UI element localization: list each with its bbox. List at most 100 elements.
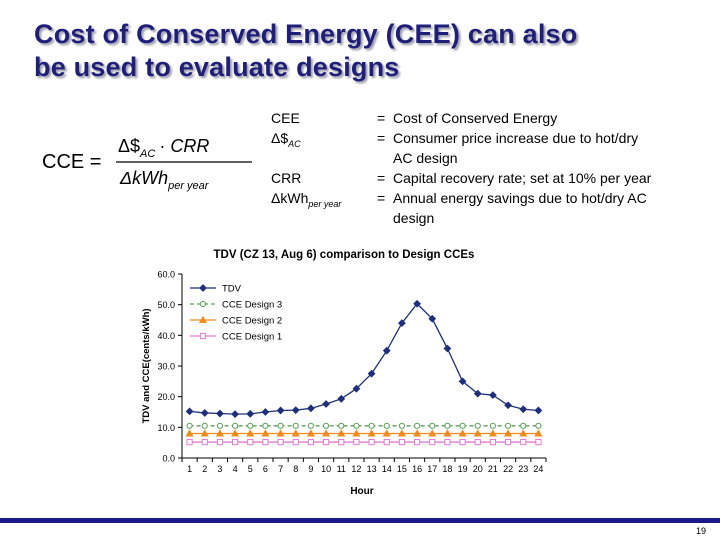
data-point-cce-design-1 [459,438,466,446]
x-tick-label: 13 [367,464,377,474]
data-point-cce-design-3 [292,422,299,429]
x-tick-label: 18 [442,464,452,474]
data-point-cce-design-2 [413,429,422,437]
data-point-cce-design-2 [337,429,346,437]
data-point-cce-design-1 [489,438,497,446]
data-point-cce-design-3 [247,422,254,429]
data-point-tdv [398,319,406,327]
data-point-cce-design-2 [246,429,255,437]
definition-cee: CEE = Cost of Conserved Energy [271,108,711,128]
definition-equals: = [377,130,386,146]
data-point-cce-design-3 [338,422,345,429]
data-point-cce-design-1 [231,438,239,446]
data-point-tdv [473,389,482,398]
footer-bar [0,518,720,523]
definition-delta-kwh: ΔkWhper year = Annual energy savings due… [271,188,711,228]
x-tick-label: 17 [427,464,437,474]
data-point-cce-design-2 [382,429,391,437]
data-point-tdv [337,394,346,403]
definition-text-continued: AC design [393,150,458,166]
data-point-cce-design-2 [473,429,482,437]
data-point-cce-design-3 [231,422,239,429]
y-tick-label: 40.0 [157,331,175,341]
data-point-cce-design-3 [535,422,542,429]
formula-numerator: Δ$AC · CRR [118,136,209,160]
data-point-cce-design-1 [353,438,360,446]
data-point-tdv [504,401,512,410]
x-tick-label: 8 [293,464,298,474]
data-point-cce-design-2 [215,429,224,437]
definition-text: Consumer price increase due to hot/dry [393,130,639,146]
slide-title-line-1: Cost of Conserved Energy (CEE) can also [34,19,578,49]
definition-delta-ac: Δ$AC = Consumer price increase due to ho… [271,128,711,168]
data-point-tdv [276,406,285,415]
formula-num-delta: Δ$ [118,136,140,156]
x-tick-label: 3 [217,464,222,474]
data-point-tdv [519,405,528,414]
data-point-cce-design-3 [504,422,512,429]
y-tick-label: 0.0 [162,454,175,464]
data-point-cce-design-1 [398,438,406,446]
data-point-cce-design-3 [383,422,390,429]
x-tick-label: 16 [412,464,422,474]
definition-term: Δ$AC [271,130,301,149]
data-point-cce-design-3 [201,422,208,429]
y-tick-label: 60.0 [157,270,175,280]
data-point-cce-design-2 [443,429,452,437]
data-point-tdv [534,406,543,415]
formula-num-sub: AC [139,148,155,160]
data-point-cce-design-3 [277,422,284,429]
data-point-cce-design-1 [535,438,542,446]
data-point-cce-design-3 [398,422,406,429]
data-point-tdv [261,408,270,416]
definition-text: Annual energy savings due to hot/dry AC [393,190,647,206]
x-tick-label: 20 [473,464,483,474]
x-tick-label: 21 [488,464,498,474]
data-point-cce-design-2 [231,429,240,437]
data-point-cce-design-1 [262,438,269,446]
data-point-cce-design-2 [458,429,467,437]
formula-den-sub: per year [167,180,210,192]
x-tick-label: 14 [382,464,392,474]
data-point-cce-design-2 [352,429,361,437]
data-point-cce-design-2 [200,429,209,437]
definition-equals: = [377,110,386,126]
page-number: 19 [695,526,706,536]
data-point-cce-design-2 [519,429,528,437]
chart-y-axis-label: TDV and CCE(cents/kWh) [141,308,152,423]
data-point-cce-design-3 [307,422,315,429]
data-point-cce-design-3 [353,422,360,429]
data-point-cce-design-2 [504,429,513,437]
data-point-cce-design-3 [474,422,481,429]
data-point-cce-design-2 [306,429,315,437]
data-point-cce-design-2 [488,429,497,437]
data-point-tdv [382,346,391,355]
data-point-cce-design-2 [428,429,437,437]
data-point-tdv [246,409,255,418]
x-tick-label: 22 [503,464,513,474]
data-point-cce-design-2 [397,429,406,437]
x-tick-label: 24 [533,464,543,474]
data-point-cce-design-1 [383,438,390,446]
data-point-tdv [322,400,330,408]
data-point-tdv [352,384,361,393]
data-point-cce-design-2 [534,429,543,437]
data-point-tdv [231,410,239,419]
definition-text: Capital recovery rate; set at 10% per ye… [393,170,652,186]
slide-title: Cost of Conserved Energy (CEE) can also … [34,18,704,84]
slide-title-line-2: be used to evaluate designs [34,52,400,82]
data-point-cce-design-1 [474,438,481,446]
definition-term: CRR [271,170,302,186]
data-point-cce-design-3 [429,422,436,429]
cce-formula: CCE = Δ$AC · CRR ΔkWhper year [42,136,252,192]
y-tick-label: 20.0 [157,392,175,402]
legend-marker-cce-design-2 [198,315,208,324]
x-tick-label: 7 [278,464,283,474]
legend-marker-tdv [199,284,207,292]
x-tick-label: 5 [248,464,253,474]
data-point-tdv [307,404,315,413]
data-point-cce-design-1 [429,438,436,446]
formula-num-crr: · CRR [159,136,209,156]
data-point-tdv [200,409,209,417]
x-tick-label: 1 [187,464,192,474]
